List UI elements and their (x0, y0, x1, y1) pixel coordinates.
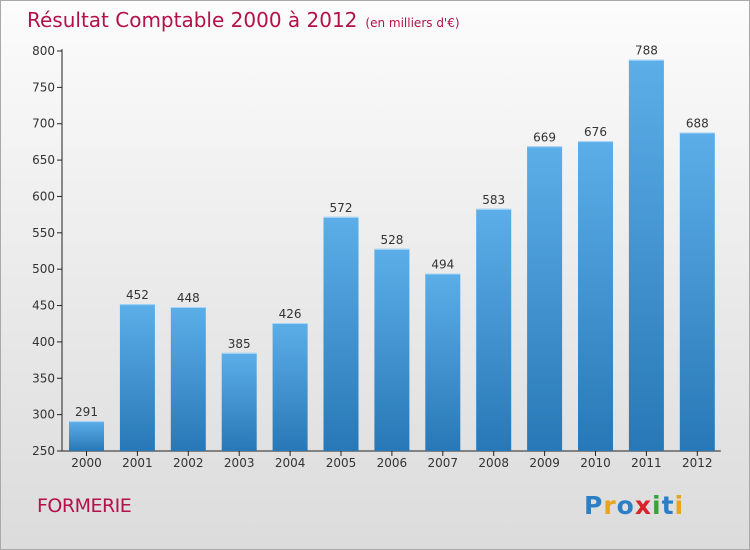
y-tick-label: 750 (32, 80, 55, 94)
y-tick-label: 250 (32, 444, 55, 458)
bar-2000 (69, 421, 104, 451)
x-tick-label-2003: 2003 (224, 456, 255, 470)
value-label-2003: 385 (228, 337, 251, 351)
x-tick-label-2007: 2007 (428, 456, 459, 470)
value-label-2004: 426 (279, 307, 302, 321)
value-label-2006: 528 (380, 233, 403, 247)
value-label-2001: 452 (126, 288, 149, 302)
bar-2008 (476, 208, 512, 451)
town-name: FORMERIE (37, 495, 132, 517)
x-tick-label-2010: 2010 (580, 456, 611, 470)
bar-2007 (425, 273, 461, 451)
value-label-2008: 583 (482, 193, 505, 207)
y-tick-label: 400 (32, 335, 55, 349)
bar-2005 (323, 216, 359, 451)
x-tick-label-2008: 2008 (478, 456, 509, 470)
value-label-2010: 676 (584, 125, 607, 139)
chart-subtitle: (en milliers d'€) (365, 16, 460, 30)
x-tick-label-2011: 2011 (631, 456, 662, 470)
x-tick-label-2002: 2002 (173, 456, 204, 470)
chart-labels: 291 2000 452 2001 448 2002 385 2003 426 2004 572 20… (71, 44, 712, 470)
value-label-2005: 572 (330, 201, 353, 215)
x-tick-label-2009: 2009 (529, 456, 560, 470)
value-label-2002: 448 (177, 291, 200, 305)
bar-2002 (170, 307, 206, 451)
bar-2006 (374, 248, 410, 451)
chart-title-text: Résultat Comptable 2000 à 2012 (27, 8, 358, 32)
x-tick-label-2001: 2001 (122, 456, 153, 470)
bar-2011 (628, 59, 664, 452)
proxiti-logo: Proxiti (584, 491, 685, 520)
chart-axes: 250 300 350 400 450 500 550 600 650 700 750 800 (32, 44, 721, 458)
y-tick-label: 600 (32, 189, 55, 203)
chart-title: Résultat Comptable 2000 à 2012 (en millie… (27, 8, 460, 32)
bar-2010 (578, 141, 613, 451)
y-tick-label: 800 (32, 44, 55, 58)
bar-2001 (119, 304, 155, 451)
bar-2003 (221, 352, 257, 451)
value-label-2011: 788 (635, 44, 658, 58)
bar-2012 (679, 132, 715, 452)
bar-2004 (272, 323, 308, 451)
y-tick-label: 350 (32, 371, 55, 385)
y-tick-label: 650 (32, 153, 55, 167)
bar-chart: 250 300 350 400 450 500 550 600 650 700 750 800 291… (32, 44, 721, 470)
y-tick-label: 300 (32, 408, 55, 422)
chart-bars (69, 59, 715, 452)
y-tick-label: 700 (32, 117, 55, 131)
value-label-2007: 494 (431, 258, 454, 272)
y-tick-label: 550 (32, 226, 55, 240)
bar-2009 (527, 146, 563, 452)
value-label-2012: 688 (686, 116, 709, 130)
x-tick-label-2012: 2012 (682, 456, 713, 470)
y-tick-label: 450 (32, 299, 55, 313)
x-tick-label-2006: 2006 (377, 456, 408, 470)
x-tick-label-2004: 2004 (275, 456, 306, 470)
y-tick-label: 500 (32, 262, 55, 276)
value-label-2009: 669 (533, 130, 556, 144)
x-tick-label-2005: 2005 (326, 456, 357, 470)
x-tick-label-2000: 2000 (71, 456, 102, 470)
value-label-2000: 291 (75, 405, 98, 419)
